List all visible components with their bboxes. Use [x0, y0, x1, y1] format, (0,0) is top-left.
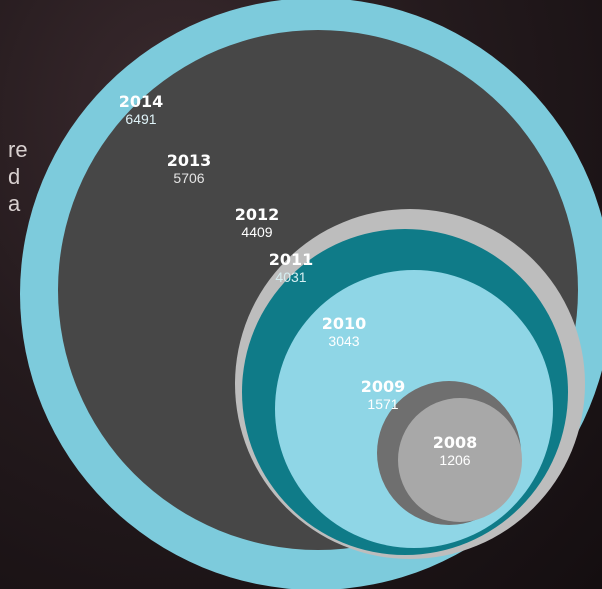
side-text-line-1: re [8, 137, 28, 162]
year-label-2008: 2008 [433, 433, 478, 452]
year-label-2013: 2013 [167, 151, 212, 170]
side-text-line-3: a [8, 191, 21, 216]
bubble-circles [20, 0, 602, 589]
value-label-2014: 6491 [125, 111, 156, 127]
year-label-2009: 2009 [361, 377, 406, 396]
bubble-2008 [398, 398, 522, 522]
value-label-2013: 5706 [173, 170, 204, 186]
year-label-2012: 2012 [235, 205, 280, 224]
value-label-2008: 1206 [439, 452, 470, 468]
year-label-2014: 2014 [119, 92, 164, 111]
value-label-2011: 4031 [275, 269, 306, 285]
value-label-2010: 3043 [328, 333, 359, 349]
year-label-2011: 2011 [269, 250, 314, 269]
side-text-line-2: d [8, 164, 21, 189]
year-label-2010: 2010 [322, 314, 367, 333]
value-label-2012: 4409 [241, 224, 272, 240]
side-text: re d a [8, 136, 28, 217]
value-label-2009: 1571 [367, 396, 398, 412]
